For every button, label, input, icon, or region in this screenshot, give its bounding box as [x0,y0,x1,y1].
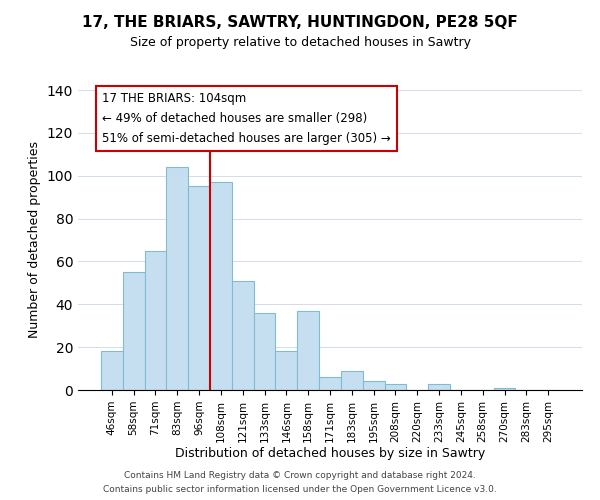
Bar [254,313,275,390]
Bar [428,384,450,390]
X-axis label: Distribution of detached houses by size in Sawtry: Distribution of detached houses by size … [175,448,485,460]
Bar [297,310,319,390]
Bar [494,388,515,390]
Bar [319,377,341,390]
Bar [341,370,363,390]
Bar [210,182,232,390]
Text: Contains public sector information licensed under the Open Government Licence v3: Contains public sector information licen… [103,486,497,494]
Bar [363,382,385,390]
Bar [123,272,145,390]
Bar [166,167,188,390]
Text: 17, THE BRIARS, SAWTRY, HUNTINGDON, PE28 5QF: 17, THE BRIARS, SAWTRY, HUNTINGDON, PE28… [82,15,518,30]
Text: Contains HM Land Registry data © Crown copyright and database right 2024.: Contains HM Land Registry data © Crown c… [124,470,476,480]
Y-axis label: Number of detached properties: Number of detached properties [28,142,41,338]
Bar [275,352,297,390]
Text: Size of property relative to detached houses in Sawtry: Size of property relative to detached ho… [130,36,470,49]
Bar [101,352,123,390]
Bar [145,250,166,390]
Text: 17 THE BRIARS: 104sqm
← 49% of detached houses are smaller (298)
51% of semi-det: 17 THE BRIARS: 104sqm ← 49% of detached … [102,92,391,145]
Bar [188,186,210,390]
Bar [385,384,406,390]
Bar [232,280,254,390]
